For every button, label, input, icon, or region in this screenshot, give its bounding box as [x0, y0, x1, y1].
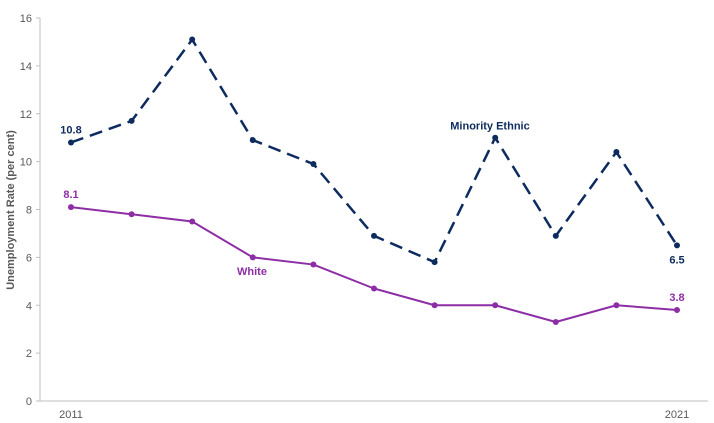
y-tick-label: 2 — [26, 348, 32, 360]
data-point-white — [371, 285, 377, 292]
data-point-white — [310, 261, 317, 268]
data-point-minority-ethnic — [431, 259, 438, 266]
data-point-white — [68, 204, 74, 211]
x-tick-label: 2011 — [59, 409, 83, 421]
series-name-label-minority-ethnic: Minority Ethnic — [450, 121, 529, 133]
data-point-minority-ethnic — [68, 139, 74, 146]
data-point-minority-ethnic — [492, 134, 499, 141]
data-point-white — [128, 211, 135, 218]
y-tick-label: 8 — [26, 205, 32, 217]
data-point-minority-ethnic — [613, 149, 620, 156]
start-value-label-minority-ethnic: 10.8 — [60, 124, 81, 136]
y-tick-label: 10 — [20, 157, 32, 169]
data-point-minority-ethnic — [310, 161, 317, 168]
x-tick-label: 2021 — [665, 409, 689, 421]
x-tick-labels: 2011 2021 — [59, 409, 689, 421]
data-point-white — [613, 302, 620, 309]
data-point-minority-ethnic — [189, 36, 196, 43]
series-group — [68, 36, 680, 326]
y-tick-label: 0 — [26, 396, 32, 408]
series-name-label-white: White — [237, 266, 267, 278]
series-line-white — [70, 206, 678, 324]
y-tick-label: 4 — [26, 300, 32, 312]
end-value-label-minority-ethnic: 6.5 — [669, 254, 684, 266]
data-point-white — [552, 319, 559, 326]
data-point-white — [249, 254, 256, 261]
data-point-minority-ethnic — [249, 137, 256, 144]
data-point-white — [674, 307, 680, 314]
y-axis-title: Unemployment Rate (per cent) — [5, 130, 17, 290]
data-labels: 10.8 6.5 8.1 3.8 Minority Ethnic White — [60, 121, 684, 304]
data-point-minority-ethnic — [371, 232, 377, 239]
y-tick-label: 14 — [20, 61, 32, 73]
data-point-minority-ethnic — [552, 232, 559, 239]
end-value-label-white: 3.8 — [669, 292, 684, 304]
y-tick-label: 16 — [20, 13, 32, 25]
data-point-minority-ethnic — [674, 242, 680, 249]
data-point-white — [189, 218, 196, 225]
data-point-minority-ethnic — [128, 117, 135, 124]
data-point-white — [492, 302, 499, 309]
y-tick-label: 6 — [26, 252, 32, 264]
start-value-label-white: 8.1 — [63, 189, 78, 201]
y-tick-label: 12 — [20, 109, 32, 121]
data-point-white — [431, 302, 438, 309]
series-line-minority-ethnic — [70, 38, 679, 264]
y-tick-labels: 0 2 4 6 8 10 12 14 16 — [20, 13, 32, 408]
chart-axes — [36, 17, 708, 402]
